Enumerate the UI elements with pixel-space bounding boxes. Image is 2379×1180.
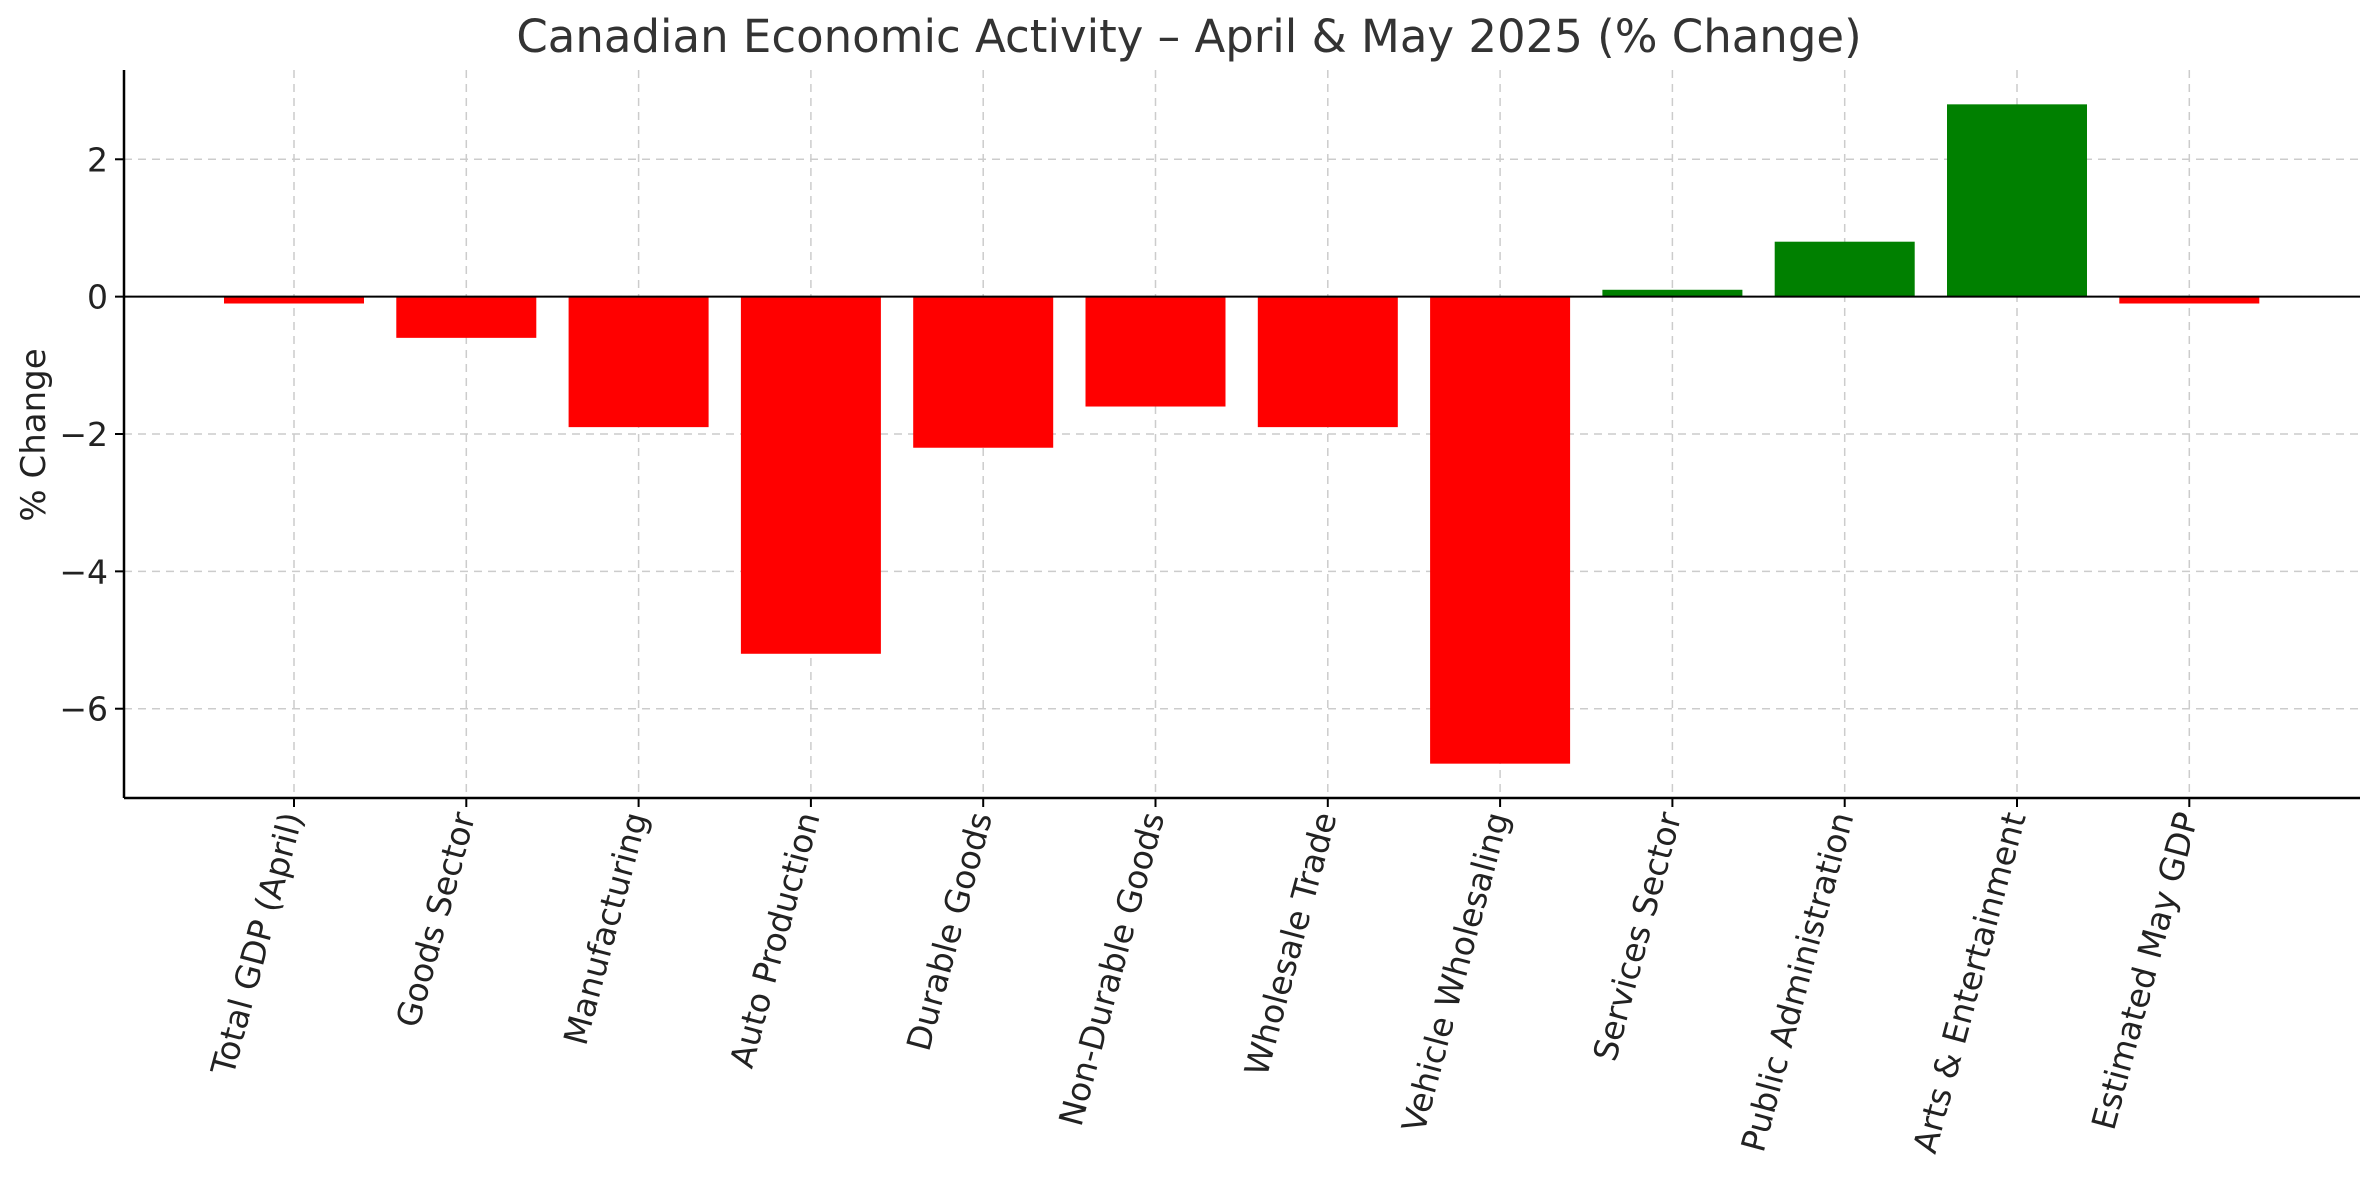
bar xyxy=(1430,296,1571,764)
bar xyxy=(1257,296,1398,428)
x-tick-label: Non-Durable Goods xyxy=(1051,808,1172,1130)
y-tick-label: −6 xyxy=(59,690,108,729)
bar xyxy=(568,296,709,428)
chart-title: Canadian Economic Activity – April & May… xyxy=(516,10,1861,63)
x-tick-label: Auto Production xyxy=(722,808,828,1072)
axes-layer xyxy=(115,70,2360,807)
x-tick-label: Manufacturing xyxy=(556,808,656,1049)
bar xyxy=(1947,104,2087,297)
bar xyxy=(224,296,364,304)
y-tick-label: −2 xyxy=(59,415,108,454)
bar xyxy=(1774,241,1915,297)
bars-layer xyxy=(224,104,2260,764)
x-tick-label: Arts & Entertainment xyxy=(1905,808,2034,1157)
x-tick-label: Goods Sector xyxy=(388,808,483,1032)
x-tick-label: Public Administration xyxy=(1733,808,1861,1156)
y-axis-label: % Change xyxy=(14,348,54,521)
x-tick-label: Vehicle Wholesaling xyxy=(1394,808,1517,1136)
y-tick-label: 2 xyxy=(87,140,108,179)
y-tick-label: 0 xyxy=(87,278,108,317)
x-tick-label: Total GDP (April) xyxy=(203,808,311,1080)
bar xyxy=(740,296,881,654)
x-tick-label: Services Sector xyxy=(1585,808,1689,1066)
bar xyxy=(396,296,537,338)
bar xyxy=(2119,296,2260,304)
x-tick-label: Wholesale Trade xyxy=(1237,808,1345,1080)
x-tick-label: Durable Goods xyxy=(899,808,1000,1055)
bar xyxy=(1085,296,1226,407)
y-tick-label: −4 xyxy=(59,552,108,591)
bar xyxy=(913,296,1054,448)
bar xyxy=(1602,289,1743,297)
x-tick-label: Estimated May GDP xyxy=(2084,808,2206,1134)
